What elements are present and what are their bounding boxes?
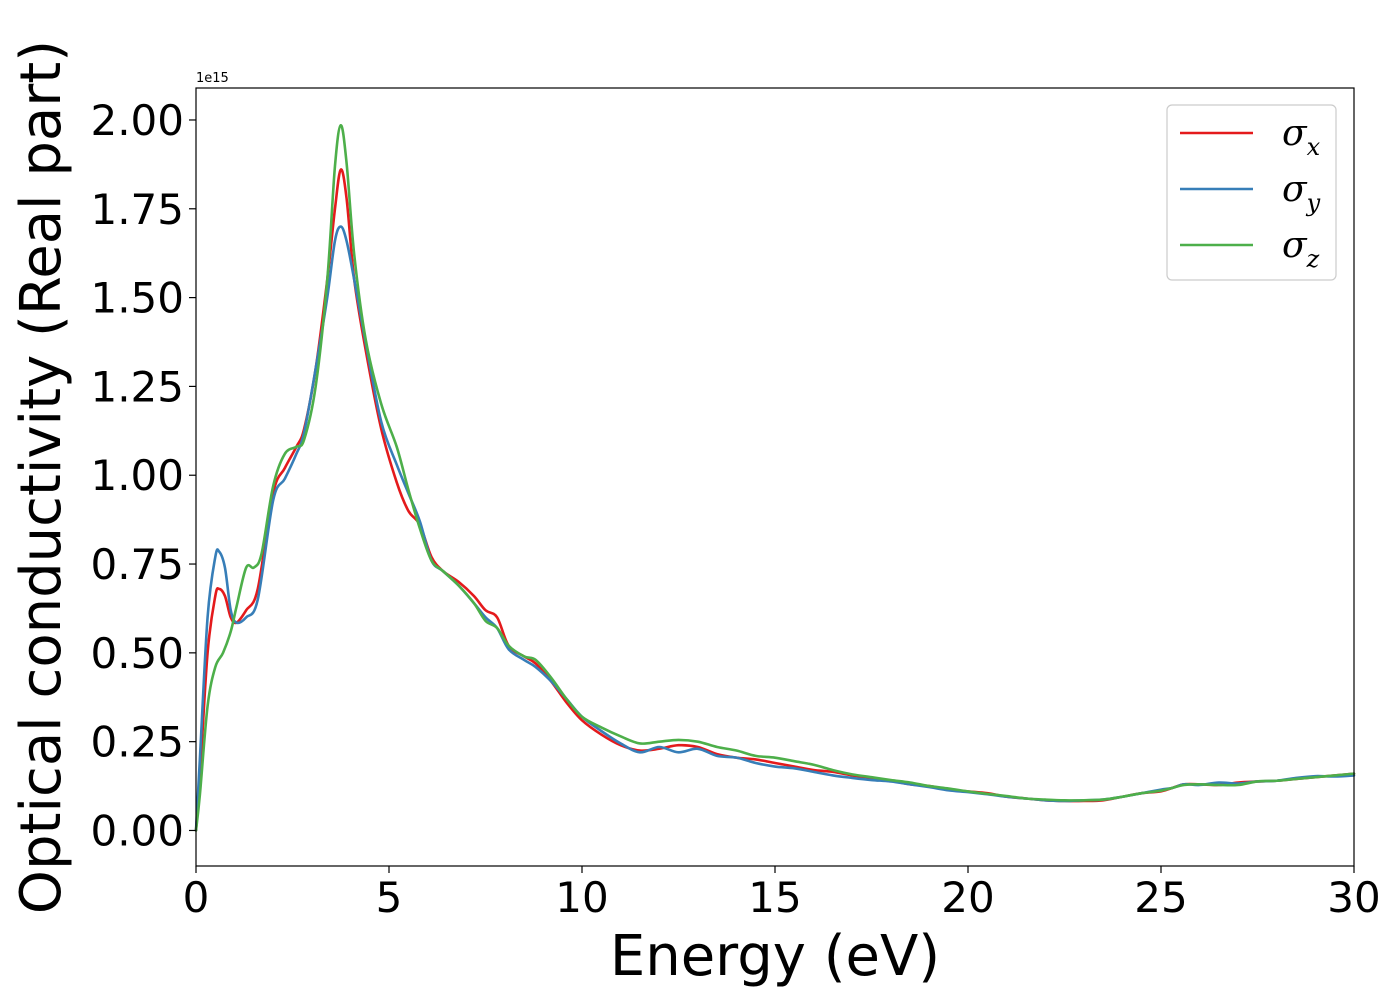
- series-layer: [194, 123, 1356, 832]
- y-tick-label: 0.25: [90, 718, 184, 767]
- y-tick-label: 1.00: [90, 451, 184, 500]
- y-tick-label: 2.00: [90, 96, 184, 145]
- legend-symbol: σ: [1282, 113, 1308, 154]
- x-tick-label: 5: [376, 873, 403, 922]
- y-tick-label: 1.50: [90, 274, 184, 323]
- legend-subscript: y: [1306, 189, 1321, 217]
- x-axis: 0 5 10 15 20 25 30: [183, 866, 1381, 922]
- x-tick-label: 15: [748, 873, 801, 922]
- y-tick-label: 0.50: [90, 629, 184, 678]
- legend-symbol: σ: [1282, 169, 1308, 210]
- legend-subscript: x: [1307, 133, 1321, 161]
- legend-label-x: σx: [1282, 113, 1321, 161]
- x-axis-label: Energy (eV): [610, 924, 940, 989]
- y-tick-label: 0.00: [90, 806, 184, 855]
- y-tick-label: 1.25: [90, 362, 184, 411]
- x-tick-label: 10: [555, 873, 608, 922]
- series-line-z: [194, 123, 1356, 832]
- x-tick-label: 30: [1327, 873, 1380, 922]
- legend-box: [1166, 104, 1337, 281]
- y-offset-label: 1e15: [196, 71, 229, 86]
- legend-label-z: σz: [1282, 225, 1320, 273]
- x-tick-label: 20: [941, 873, 994, 922]
- legend-subscript: z: [1306, 245, 1320, 273]
- legend-label-y: σy: [1282, 169, 1321, 217]
- series-line-y: [194, 225, 1356, 832]
- x-tick-label: 0: [183, 873, 210, 922]
- legend-symbol: σ: [1282, 225, 1308, 266]
- y-tick-label: 0.75: [90, 540, 184, 589]
- y-tick-label: 1.75: [90, 185, 184, 234]
- x-tick-label: 25: [1134, 873, 1187, 922]
- y-axis-label: Optical conductivity (Real part): [9, 40, 74, 914]
- y-axis: 0.00 0.25 0.50 0.75 1.00 1.25 1.50 1.75 2.00: [90, 96, 196, 855]
